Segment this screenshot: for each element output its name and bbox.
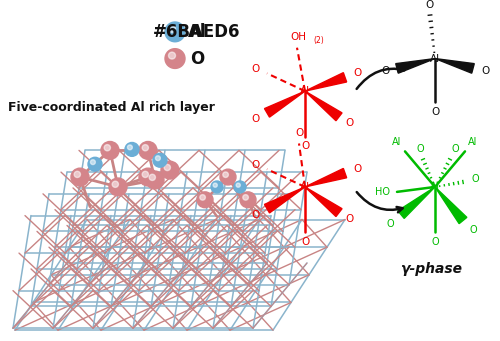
Text: O: O bbox=[251, 114, 259, 124]
Circle shape bbox=[220, 169, 236, 185]
Circle shape bbox=[161, 161, 179, 179]
Circle shape bbox=[71, 168, 89, 186]
Text: O: O bbox=[353, 68, 361, 78]
Circle shape bbox=[139, 142, 157, 159]
Circle shape bbox=[156, 156, 160, 161]
Circle shape bbox=[146, 171, 164, 189]
Circle shape bbox=[128, 145, 132, 150]
Circle shape bbox=[142, 171, 148, 178]
Circle shape bbox=[74, 171, 80, 178]
Circle shape bbox=[197, 192, 213, 208]
Text: O: O bbox=[469, 225, 477, 235]
Circle shape bbox=[164, 164, 170, 170]
Polygon shape bbox=[305, 187, 342, 217]
Text: #6BAED6: #6BAED6 bbox=[153, 23, 241, 41]
Text: O: O bbox=[451, 144, 459, 154]
Circle shape bbox=[234, 181, 246, 193]
Text: O: O bbox=[190, 49, 204, 68]
Text: O: O bbox=[251, 160, 259, 170]
Text: O: O bbox=[346, 118, 354, 128]
Circle shape bbox=[211, 181, 223, 193]
Text: Al: Al bbox=[300, 86, 310, 96]
Text: Al: Al bbox=[430, 54, 440, 63]
Circle shape bbox=[88, 157, 102, 171]
Circle shape bbox=[236, 183, 240, 187]
Circle shape bbox=[142, 145, 148, 151]
Circle shape bbox=[139, 168, 157, 186]
Polygon shape bbox=[435, 59, 474, 73]
Text: Al: Al bbox=[300, 182, 310, 192]
Text: Al: Al bbox=[468, 136, 477, 147]
Circle shape bbox=[240, 192, 256, 208]
Circle shape bbox=[223, 172, 228, 177]
Text: O: O bbox=[301, 237, 309, 247]
Text: γ-phase: γ-phase bbox=[400, 262, 462, 276]
Text: O: O bbox=[431, 237, 439, 247]
Text: O: O bbox=[346, 213, 354, 224]
Circle shape bbox=[101, 142, 119, 159]
Text: O: O bbox=[471, 174, 479, 184]
Circle shape bbox=[125, 143, 139, 156]
Circle shape bbox=[109, 178, 127, 196]
Circle shape bbox=[243, 195, 248, 200]
Polygon shape bbox=[435, 187, 467, 224]
Polygon shape bbox=[264, 187, 305, 213]
Text: O: O bbox=[431, 107, 439, 117]
Text: O: O bbox=[381, 66, 389, 76]
Circle shape bbox=[200, 195, 205, 200]
Polygon shape bbox=[305, 73, 346, 91]
Polygon shape bbox=[305, 168, 346, 187]
Polygon shape bbox=[264, 91, 305, 117]
Circle shape bbox=[104, 145, 110, 151]
Text: (2): (2) bbox=[313, 36, 324, 45]
Text: O: O bbox=[296, 128, 304, 138]
Circle shape bbox=[165, 22, 185, 42]
Text: O: O bbox=[251, 64, 259, 74]
Text: Al: Al bbox=[188, 23, 206, 41]
Circle shape bbox=[165, 49, 185, 69]
Text: O: O bbox=[481, 66, 489, 76]
Text: Five-coordinated Al rich layer: Five-coordinated Al rich layer bbox=[8, 101, 215, 115]
Text: Al: Al bbox=[430, 182, 440, 192]
Polygon shape bbox=[305, 91, 342, 121]
Text: O: O bbox=[251, 210, 259, 220]
Circle shape bbox=[149, 174, 156, 180]
Circle shape bbox=[90, 160, 96, 165]
Circle shape bbox=[168, 52, 175, 59]
Circle shape bbox=[168, 26, 175, 32]
Text: O: O bbox=[353, 164, 361, 174]
Polygon shape bbox=[396, 59, 435, 73]
Circle shape bbox=[112, 181, 118, 188]
Text: O: O bbox=[386, 220, 394, 229]
Text: HO: HO bbox=[376, 187, 390, 197]
Text: O: O bbox=[426, 0, 434, 10]
Text: O: O bbox=[301, 142, 309, 151]
Text: OH: OH bbox=[290, 32, 306, 42]
Polygon shape bbox=[398, 187, 435, 218]
Circle shape bbox=[213, 183, 218, 187]
Circle shape bbox=[153, 153, 167, 167]
Text: Al: Al bbox=[392, 136, 402, 147]
Text: O: O bbox=[416, 144, 424, 154]
